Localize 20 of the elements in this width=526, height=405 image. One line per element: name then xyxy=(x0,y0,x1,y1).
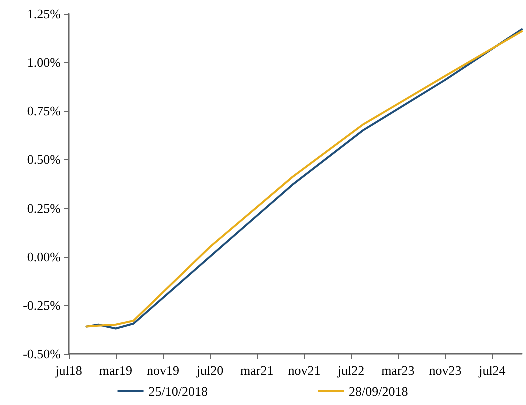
x-tick-label: mar21 xyxy=(240,363,274,378)
x-tick-label: jul22 xyxy=(336,363,365,378)
legend-label: 25/10/2018 xyxy=(148,384,208,399)
x-tick-label: nov19 xyxy=(147,363,180,378)
legend-label: 28/09/2018 xyxy=(349,384,408,399)
y-tick-label: 0.75% xyxy=(27,104,62,119)
x-tick-label: jul20 xyxy=(196,363,224,378)
x-tick-label: nov23 xyxy=(429,363,462,378)
x-tick-label: jul18 xyxy=(54,363,82,378)
x-tick-label: jul24 xyxy=(478,363,506,378)
y-tick-label: 0.00% xyxy=(27,249,62,264)
y-tick-label: 0.50% xyxy=(27,152,62,168)
x-tick-label: mar23 xyxy=(382,363,415,378)
y-tick-label: 1.00% xyxy=(27,55,62,70)
x-tick-label: nov21 xyxy=(288,363,321,378)
y-tick-label: -0.25% xyxy=(23,298,62,313)
y-tick-label: -0.50% xyxy=(23,346,62,362)
y-tick-label: 1.25% xyxy=(27,6,62,22)
y-tick-label: 0.25% xyxy=(27,200,62,216)
x-tick-label: mar19 xyxy=(99,363,133,378)
